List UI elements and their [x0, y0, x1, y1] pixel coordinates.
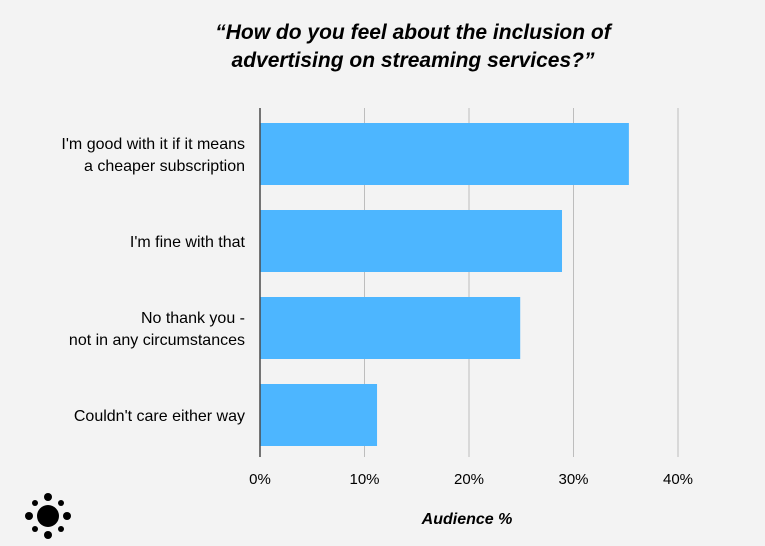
category-label: Couldn't care either way [74, 408, 245, 425]
chart-title: “How do you feel about the inclusion of a… [215, 21, 613, 72]
logo-dot-top-left [32, 500, 38, 506]
dots-cluster-logo-icon [25, 493, 71, 539]
category-labels: I'm good with it if it means a cheaper su… [61, 136, 245, 425]
x-tick-label: 30% [558, 471, 588, 488]
bar [260, 384, 378, 446]
bar [260, 123, 629, 185]
bar [260, 210, 563, 272]
x-tick-label: 10% [349, 471, 379, 488]
x-tick-label: 0% [249, 471, 271, 488]
category-label: a cheaper subscription [84, 158, 245, 175]
logo-center-dot [37, 505, 59, 527]
logo-dot-top-right [58, 500, 64, 506]
x-tick-label: 40% [663, 471, 693, 488]
logo-dot-bottom-left [32, 526, 38, 532]
category-label: I'm fine with that [130, 234, 246, 251]
logo-dot-bottom [44, 531, 52, 539]
category-label: No thank you - [141, 310, 245, 327]
category-label: I'm good with it if it means [61, 136, 245, 153]
x-tick-labels: 0% 10% 20% 30% 40% [249, 471, 693, 488]
x-tick-label: 20% [454, 471, 484, 488]
chart-title-line: advertising on streaming services?” [232, 49, 595, 72]
logo-dot-left [25, 512, 33, 520]
logo-dot-bottom-right [58, 526, 64, 532]
bar [260, 297, 521, 359]
logo-dot-top [44, 493, 52, 501]
logo-dot-right [63, 512, 71, 520]
x-axis-title: Audience % [421, 511, 513, 528]
bars [260, 123, 629, 446]
chart-title-line: “How do you feel about the inclusion of [215, 21, 613, 44]
category-label: not in any circumstances [69, 332, 245, 349]
